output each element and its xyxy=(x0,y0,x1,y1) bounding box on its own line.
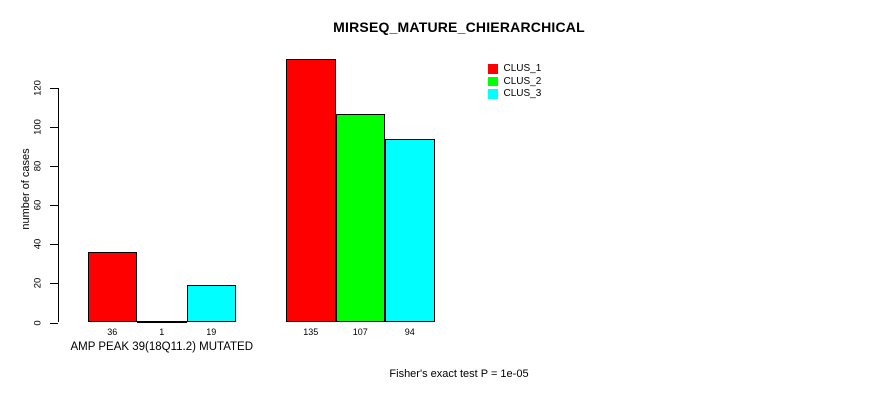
y-tick xyxy=(49,283,58,285)
legend-item: CLUS_2 xyxy=(488,75,541,87)
y-tick xyxy=(49,166,58,168)
y-tick xyxy=(49,322,58,324)
chart-title: MIRSEQ_MATURE_CHIERARCHICAL xyxy=(333,19,585,35)
y-tick-label: 100 xyxy=(32,119,44,136)
y-tick xyxy=(49,244,58,246)
bar-value-label: 36 xyxy=(107,327,118,337)
legend-label: CLUS_2 xyxy=(503,75,542,87)
bar-value-label: 19 xyxy=(206,327,217,337)
y-tick-label: 60 xyxy=(32,200,44,211)
y-tick-label: 20 xyxy=(32,278,44,289)
y-tick xyxy=(49,127,58,129)
bar-value-label: 94 xyxy=(404,327,415,337)
legend-label: CLUS_1 xyxy=(503,63,542,75)
bar-clus_3-group1 xyxy=(385,139,435,323)
bar-value-label: 135 xyxy=(303,327,319,337)
y-tick-label: 40 xyxy=(32,239,44,250)
legend-label: CLUS_3 xyxy=(503,87,542,99)
y-axis-line xyxy=(57,88,59,323)
y-tick xyxy=(49,88,58,90)
y-tick-label: 80 xyxy=(32,161,44,172)
footnote-pvalue: Fisher's exact test P = 1e-05 xyxy=(389,368,529,380)
bar-clus_1-group1 xyxy=(286,58,336,323)
y-tick xyxy=(49,205,58,207)
legend-item: CLUS_1 xyxy=(488,63,541,75)
legend-color-swatch-clus_3 xyxy=(488,89,498,99)
y-tick-label: 120 xyxy=(32,80,44,97)
bar-clus_3-group0 xyxy=(186,285,236,323)
legend-item: CLUS_3 xyxy=(488,88,541,100)
bar-clus_2-group0 xyxy=(137,320,187,323)
x-category-label: AMP PEAK 39(18Q11.2) MUTATED xyxy=(70,341,254,353)
legend-color-swatch-clus_1 xyxy=(488,64,498,74)
bar-value-label: 107 xyxy=(352,327,368,337)
bar-value-label: 1 xyxy=(159,327,165,337)
legend-color-swatch-clus_2 xyxy=(488,76,498,87)
legend: CLUS_1 CLUS_2 CLUS_3 xyxy=(488,63,541,100)
bar-clus_1-group0 xyxy=(87,252,137,323)
bar-clus_2-group1 xyxy=(335,113,385,323)
y-tick-label: 0 xyxy=(32,319,44,326)
